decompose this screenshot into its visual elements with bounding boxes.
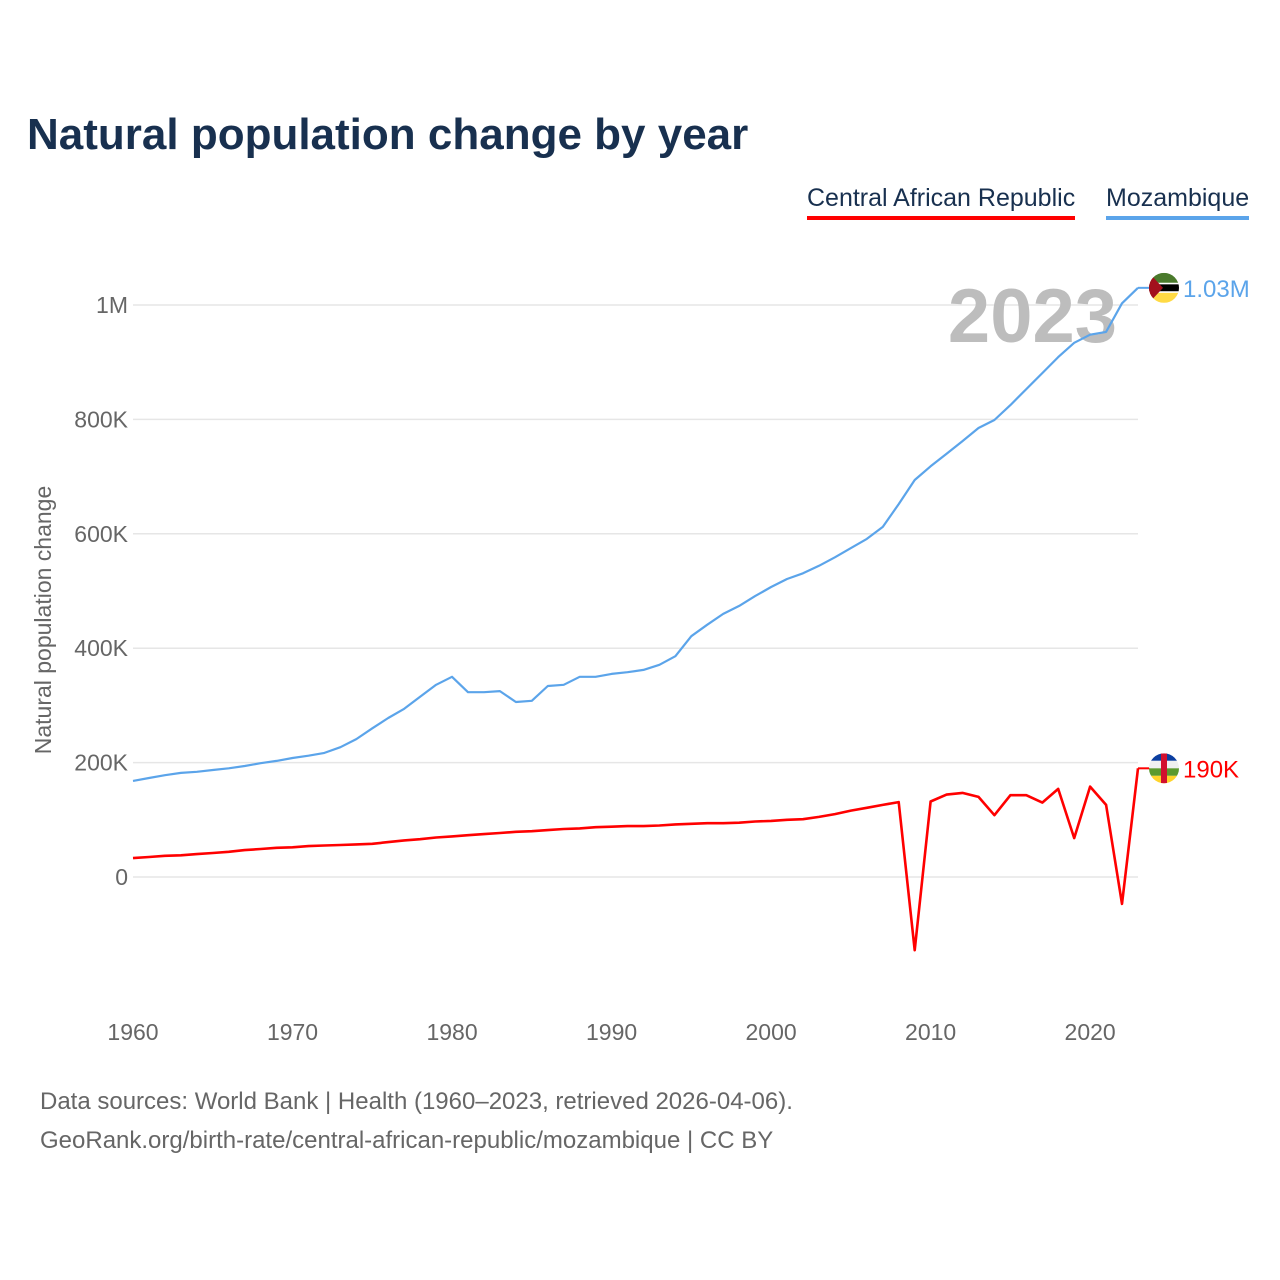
x-tick-label: 1980 [426, 1019, 477, 1045]
chart-title: Natural population change by year [27, 110, 749, 159]
legend-central-african-republic[interactable]: Central African Republic [807, 184, 1076, 220]
series-line-mozambique [132, 287, 1139, 782]
y-axis-label: Natural population change [30, 486, 56, 755]
series-line-car [132, 768, 1140, 952]
flag-body [1149, 753, 1179, 784]
flag-triangle [1149, 272, 1163, 303]
flag-stripe [1149, 282, 1179, 285]
x-tick-label: 1990 [586, 1019, 637, 1045]
x-tick-label: 1970 [267, 1019, 318, 1045]
y-tick-label: 800K [74, 406, 128, 432]
flag-stripe [1149, 292, 1179, 303]
flag-stripe [1149, 284, 1179, 292]
end-value-label: 190K [1183, 756, 1239, 783]
y-tick-label: 0 [115, 864, 128, 890]
mozambique-flag-icon [1149, 272, 1179, 303]
footer-attribution: GeoRank.org/birth-rate/central-african-r… [40, 1127, 774, 1154]
legend-mozambique[interactable]: Mozambique [1106, 184, 1250, 220]
end-value-label: 1.03M [1183, 276, 1250, 303]
x-tick-label: 2000 [746, 1019, 797, 1045]
car-flag-icon [1149, 753, 1179, 784]
y-tick-label: 600K [74, 521, 128, 547]
x-tick-label: 1960 [107, 1019, 158, 1045]
x-tick-label: 2020 [1065, 1019, 1116, 1045]
flag-stripe [1149, 272, 1179, 283]
flag-stripe [1149, 291, 1179, 293]
footer-sources: Data sources: World Bank | Health (1960–… [40, 1088, 793, 1115]
y-tick-label: 400K [74, 635, 128, 661]
flag-stripe [1161, 753, 1167, 784]
x-tick-label: 2010 [905, 1019, 956, 1045]
y-tick-label: 1M [96, 292, 128, 318]
year-watermark: 2023 [948, 274, 1117, 359]
y-tick-label: 200K [74, 750, 128, 776]
flag-body [1149, 272, 1179, 303]
